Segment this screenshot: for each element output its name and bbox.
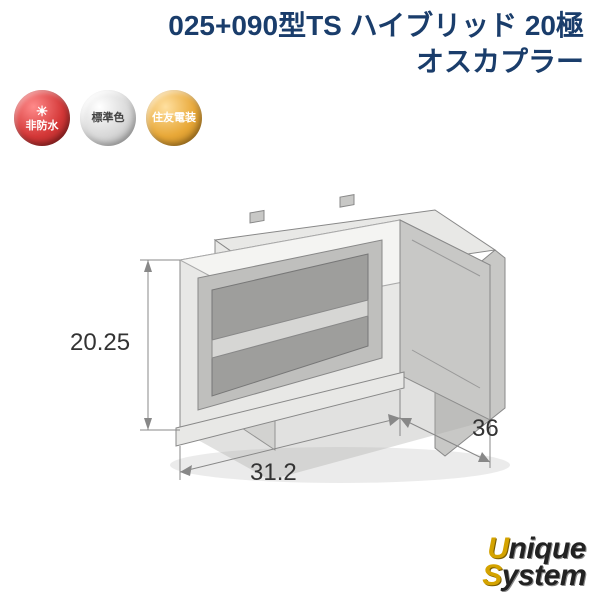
product-title: 025+090型TS ハイブリッド 20極 オスカプラー [168, 8, 584, 81]
badge-label: 非防水 [26, 120, 59, 132]
badge-label: 標準色 [92, 112, 125, 124]
conn-notch-1 [250, 211, 264, 223]
title-line-2: オスカプラー [168, 44, 584, 80]
connector-drawing [176, 195, 505, 480]
badge-row: ☀ 非防水 標準色 住友電装 [14, 90, 202, 146]
brand-logo: Unique System [482, 535, 586, 590]
conn-notch-2 [340, 195, 354, 207]
logo-rest-2: ystem [502, 559, 586, 592]
dim-width-label: 31.2 [250, 459, 297, 486]
sun-icon: ☀ [36, 104, 49, 119]
logo-initial-2: S [482, 559, 502, 592]
badge-maker-sumitomo: 住友電装 [146, 90, 202, 146]
badge-non-waterproof: ☀ 非防水 [14, 90, 70, 146]
badge-label: 住友電装 [152, 112, 196, 124]
dimension-diagram: 20.25 31.2 36 [40, 150, 560, 510]
dim-height-label: 20.25 [70, 329, 130, 356]
logo-line-2: System [482, 562, 586, 591]
dim-depth-label: 36 [472, 415, 499, 442]
badge-standard-color: 標準色 [80, 90, 136, 146]
title-line-1: 025+090型TS ハイブリッド 20極 [168, 8, 584, 44]
dim-height: 20.25 [70, 260, 180, 430]
